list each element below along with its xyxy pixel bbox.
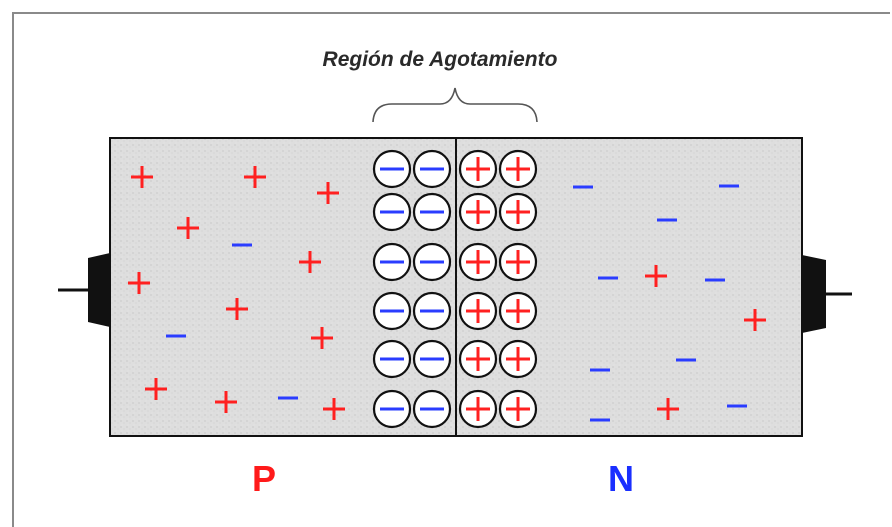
n-region-label: N	[608, 458, 634, 499]
p-hole-carrier	[131, 166, 153, 188]
p-hole-carrier	[323, 398, 345, 420]
p-hole-carrier	[311, 327, 333, 349]
positive-ion-sign	[506, 250, 530, 274]
n-hole-carrier	[744, 309, 766, 331]
p-hole-carrier	[299, 251, 321, 273]
positive-ion-sign	[506, 157, 530, 181]
p-hole-carrier	[226, 298, 248, 320]
positive-ion-sign	[506, 347, 530, 371]
positive-ion-sign	[466, 397, 490, 421]
free-carriers	[128, 166, 766, 422]
depletion-brace	[372, 87, 538, 123]
positive-ion-sign	[466, 347, 490, 371]
p-hole-carrier	[128, 272, 150, 294]
p-hole-carrier	[215, 391, 237, 413]
p-hole-carrier	[244, 166, 266, 188]
n-hole-carrier	[657, 398, 679, 420]
p-region-label: P	[252, 458, 277, 499]
p-hole-carrier	[145, 378, 167, 400]
left-terminal	[58, 253, 112, 327]
positive-ion-sign	[506, 299, 530, 323]
positive-ion-sign	[466, 299, 490, 323]
positive-ion-sign	[466, 200, 490, 224]
p-hole-carrier	[177, 217, 199, 239]
depletion-ions	[372, 149, 538, 429]
positive-ion-sign	[506, 397, 530, 421]
positive-ion-sign	[506, 200, 530, 224]
depletion-region-title: Región de Agotamiento	[322, 48, 558, 71]
p-hole-carrier	[317, 182, 339, 204]
figure-frame	[12, 12, 890, 527]
positive-ion-sign	[466, 157, 490, 181]
n-hole-carrier	[645, 265, 667, 287]
positive-ion-sign	[466, 250, 490, 274]
right-terminal	[800, 255, 852, 333]
